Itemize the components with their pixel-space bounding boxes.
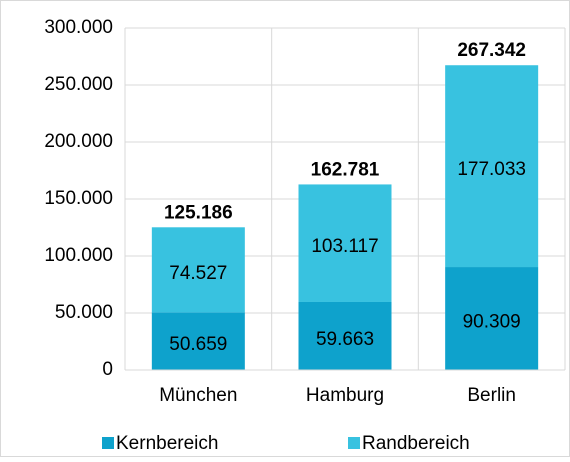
total-label: 125.186 bbox=[164, 202, 233, 223]
y-tick-label: 150.000 bbox=[44, 188, 113, 209]
data-label: 74.527 bbox=[169, 263, 227, 284]
y-tick-label: 100.000 bbox=[44, 245, 113, 266]
data-label: 50.659 bbox=[169, 334, 227, 355]
legend-label: Randbereich bbox=[362, 433, 470, 454]
data-label: 90.309 bbox=[463, 312, 521, 333]
y-tick-label: 300.000 bbox=[44, 17, 113, 38]
bar-segment bbox=[445, 65, 539, 268]
x-tick-label: München bbox=[159, 385, 237, 406]
data-label: 59.663 bbox=[316, 329, 374, 350]
y-tick-label: 0 bbox=[102, 359, 113, 380]
data-label: 103.117 bbox=[311, 236, 378, 257]
bar-segment bbox=[445, 267, 539, 370]
y-tick-label: 200.000 bbox=[44, 131, 113, 152]
y-tick-label: 50.000 bbox=[55, 302, 113, 323]
total-label: 267.342 bbox=[457, 40, 526, 61]
bar-segment bbox=[151, 312, 245, 370]
bar-segment bbox=[151, 227, 245, 313]
data-label: 177.033 bbox=[457, 159, 526, 180]
bar-segment bbox=[298, 184, 392, 302]
legend-label: Kernbereich bbox=[116, 433, 218, 454]
legend-swatch bbox=[348, 437, 360, 449]
total-label: 162.781 bbox=[311, 159, 380, 180]
x-tick-label: Hamburg bbox=[306, 385, 384, 406]
x-tick-label: Berlin bbox=[467, 385, 516, 406]
bar-segment bbox=[298, 301, 392, 370]
legend-swatch bbox=[102, 437, 114, 449]
y-tick-label: 250.000 bbox=[44, 74, 113, 95]
